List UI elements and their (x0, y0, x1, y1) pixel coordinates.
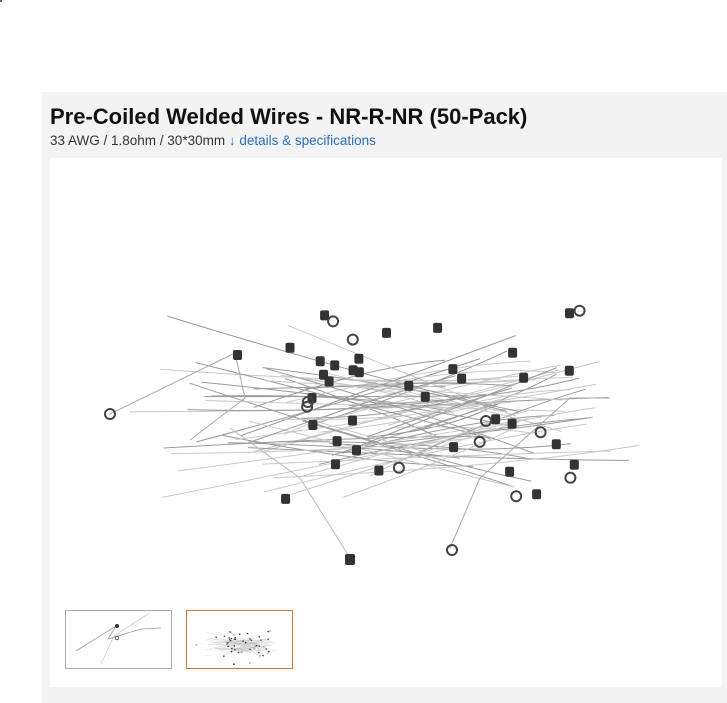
product-panel: Pre-Coiled Welded Wires - NR-R-NR (50-Pa… (42, 92, 727, 703)
wire-pile-thumbnail[interactable] (186, 610, 293, 669)
details-link[interactable]: ↓ details & specifications (229, 133, 376, 148)
image-gallery (50, 158, 722, 687)
arrow-down-icon: ↓ (228, 133, 236, 148)
product-title: Pre-Coiled Welded Wires - NR-R-NR (50-Pa… (50, 104, 528, 129)
corner-marker (0, 0, 2, 2)
product-specs-line: 33 AWG / 1.8ohm / 30*30mm ↓ details & sp… (50, 133, 376, 148)
wire-pile-thumbnail-image (195, 630, 280, 665)
details-link-label: details & specifications (239, 133, 376, 148)
single-wire-thumbnail-image (75, 613, 162, 665)
product-specs: 33 AWG / 1.8ohm / 30*30mm (50, 133, 226, 148)
wire-coils-image (104, 304, 640, 565)
single-wire-thumbnail[interactable] (65, 610, 172, 669)
